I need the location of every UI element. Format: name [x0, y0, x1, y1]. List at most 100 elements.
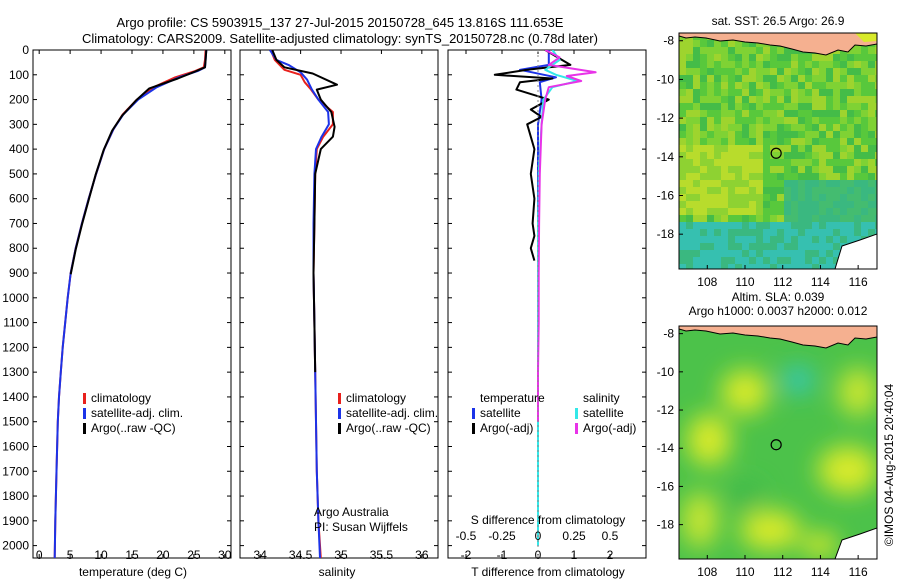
lon-tick-label: 116 [849, 565, 868, 579]
lat-tick-label: -18 [657, 227, 675, 241]
s-difference-label: S difference from climatology [471, 513, 626, 527]
s-tick-label: -0.25 [488, 529, 516, 543]
lat-tick-label: -8 [663, 34, 674, 48]
lon-tick-label: 114 [811, 565, 830, 579]
depth-tick-label: 1700 [2, 464, 29, 478]
sst-warm-corner [855, 33, 877, 42]
legend-label: satellite-adj. clim. [346, 406, 438, 420]
lon-tick-label: 112 [773, 275, 792, 289]
imos-timestamp: ©IMOS 04-Aug-2015 20:40:04 [882, 384, 896, 547]
depth-tick-label: 800 [9, 241, 29, 255]
salinity-axes-frame [239, 49, 439, 559]
lon-tick-label: 108 [697, 565, 717, 579]
argo-australia-label: Argo Australia [314, 505, 389, 519]
depth-tick-label: 900 [9, 266, 29, 280]
lon-tick-label: 110 [735, 565, 754, 579]
legend-label: Argo(-adj) [480, 421, 533, 435]
salinity-depth-ticks [240, 49, 438, 547]
x-tick-label: 35 [334, 548, 348, 562]
lat-tick-label: -12 [657, 403, 675, 417]
legend-label: satellite-adj. clim. [91, 406, 183, 420]
legend-swatch [338, 423, 341, 434]
lon-tick-label: 110 [735, 275, 754, 289]
x-tick-label: 35.5 [370, 548, 394, 562]
legend-label: Argo(..raw -QC) [346, 421, 431, 435]
legend-swatch [83, 408, 86, 419]
salinity-series [269, 50, 338, 558]
sla-map-title: Altim. SLA: 0.039 [732, 290, 825, 304]
difference-depth-ticks [448, 49, 646, 547]
sst-map: sat. SST: 26.5 Argo: 26.9 108 110 112 114 11… [657, 14, 878, 289]
lat-tick-label: -8 [663, 327, 674, 341]
depth-axis-ticks: 0 100 200 300 400 500 600 700 800 900 1000 1100 1200… [2, 43, 231, 553]
legend-swatch [472, 408, 475, 419]
x-tick-label: 34.5 [289, 548, 313, 562]
difference-axes-frame [447, 49, 647, 559]
depth-tick-label: 300 [9, 117, 29, 131]
lat-tick-label: -10 [657, 365, 675, 379]
legend-swatch [83, 393, 86, 404]
x-tick-label: 20 [156, 548, 170, 562]
x-tick-label: -1 [497, 548, 508, 562]
lon-tick-label: 112 [773, 565, 792, 579]
legend-label: climatology [346, 391, 406, 405]
sla-map-frame [678, 325, 878, 560]
depth-tick-label: 400 [9, 142, 29, 156]
x-tick-label: 5 [67, 548, 74, 562]
s-difference-ticks: -0.5 -0.25 0 0.25 0.5 [456, 529, 619, 543]
legend-swatch [472, 423, 475, 434]
depth-tick-label: 1900 [2, 514, 29, 528]
x-tick-label: 30 [218, 548, 232, 562]
lat-tick-label: -14 [657, 441, 675, 455]
series-line-argo [69, 50, 208, 275]
legend-label: temperature [480, 391, 545, 405]
s-tick-label: 0 [535, 529, 542, 543]
x-tick-label: 2 [607, 548, 614, 562]
legend-label: Argo(..raw -QC) [91, 421, 176, 435]
legend-swatch [338, 393, 341, 404]
series-line-s-argo [537, 50, 597, 422]
difference-series [493, 50, 597, 558]
x-tick-label: -2 [461, 548, 472, 562]
legend-swatch [338, 408, 341, 419]
sla-map-ticks: 108 110 112 114 116 -8 -10 -12 -14 -16 -18 [657, 327, 868, 579]
header-line-2: Climatology: CARS2009. Satellite-adjuste… [82, 31, 598, 46]
lat-tick-label: -16 [657, 479, 675, 493]
depth-tick-label: 700 [9, 216, 29, 230]
sla-land [679, 326, 877, 349]
temperature-axis-ticks: 0 5 10 15 20 25 30 [36, 50, 232, 562]
depth-tick-label: 2000 [2, 539, 29, 553]
sla-argo-marker [770, 439, 782, 451]
depth-tick-label: 1500 [2, 415, 29, 429]
depth-tick-label: 1400 [2, 390, 29, 404]
salinity-xlabel: salinity [319, 565, 356, 579]
x-tick-label: 10 [94, 548, 108, 562]
t-difference-xlabel: T difference from climatology [471, 565, 625, 579]
lat-tick-label: -16 [657, 188, 675, 202]
legend-label: salinity [583, 391, 620, 405]
depth-tick-label: 0 [22, 43, 29, 57]
depth-tick-label: 1200 [2, 340, 29, 354]
sst-map-ticks: 108 110 112 114 116 -8 -10 -12 -14 -16 -18 [657, 34, 868, 289]
x-tick-label: 36 [415, 548, 429, 562]
x-tick-label: 34 [254, 548, 268, 562]
depth-tick-label: 1800 [2, 489, 29, 503]
sst-land [679, 33, 877, 56]
series-line-argo [271, 50, 338, 373]
x-tick-label: 0 [36, 548, 43, 562]
s-tick-label: 0.5 [602, 529, 619, 543]
sst-land-se [834, 233, 877, 269]
difference-legend: temperaturesatelliteArgo(-adj)salinitysa… [472, 391, 636, 435]
x-tick-label: 25 [187, 548, 201, 562]
legend-swatch [575, 423, 578, 434]
depth-tick-label: 1300 [2, 365, 29, 379]
depth-tick-label: 1100 [3, 316, 29, 330]
sla-land-se [834, 527, 877, 559]
lat-tick-label: -10 [657, 72, 675, 86]
lon-tick-label: 114 [811, 275, 830, 289]
temperature-axes-frame [32, 49, 232, 559]
temperature-xlabel: temperature (deg C) [79, 565, 187, 579]
sst-map-frame [678, 32, 878, 270]
